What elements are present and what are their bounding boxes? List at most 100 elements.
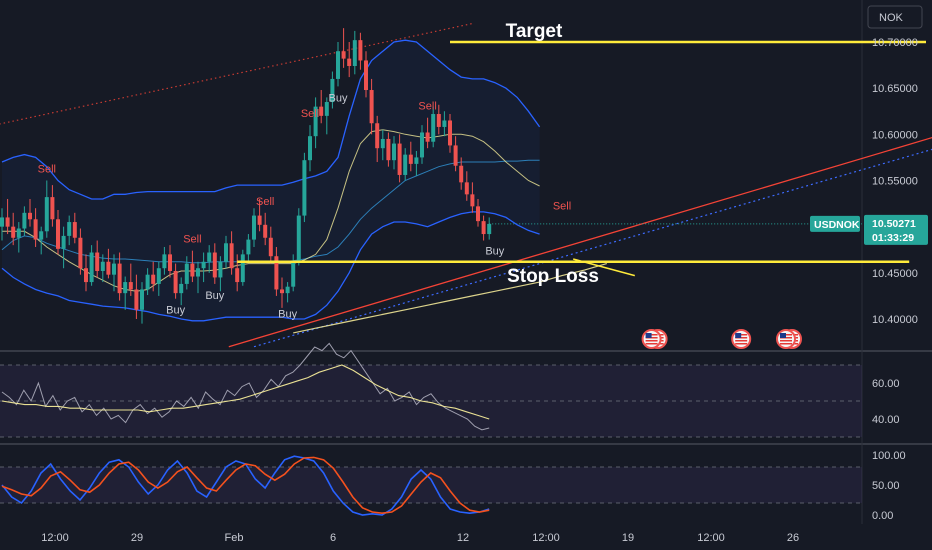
candle[interactable] (145, 274, 150, 290)
candle[interactable] (50, 197, 55, 220)
candle[interactable] (347, 58, 352, 67)
candle[interactable] (184, 263, 189, 284)
candle[interactable] (229, 243, 234, 269)
candle[interactable] (106, 261, 111, 275)
candle[interactable] (414, 157, 419, 164)
candle[interactable] (336, 51, 340, 79)
candle[interactable] (308, 136, 312, 161)
candle[interactable] (464, 182, 469, 195)
candle[interactable] (190, 263, 195, 277)
candle[interactable] (358, 40, 363, 61)
candle[interactable] (470, 194, 475, 207)
time-axis[interactable] (0, 524, 862, 550)
candle[interactable] (481, 221, 486, 235)
candle[interactable] (128, 282, 133, 290)
candle[interactable] (257, 215, 262, 225)
candle[interactable] (324, 102, 329, 116)
candle[interactable] (173, 270, 178, 294)
candle[interactable] (33, 219, 38, 240)
candle[interactable] (380, 138, 385, 149)
candle[interactable] (246, 239, 251, 255)
candle[interactable] (369, 90, 374, 124)
candle[interactable] (89, 252, 94, 283)
candle[interactable] (425, 132, 430, 142)
candle[interactable] (56, 219, 60, 249)
candle[interactable] (375, 123, 380, 149)
candle[interactable] (44, 197, 49, 232)
candle[interactable] (95, 252, 100, 271)
candle[interactable] (431, 114, 436, 142)
candle[interactable] (134, 289, 139, 310)
candle[interactable] (196, 268, 200, 277)
candle[interactable] (263, 224, 268, 238)
candle[interactable] (151, 274, 156, 284)
candle[interactable] (28, 212, 32, 220)
candle[interactable] (386, 138, 391, 161)
candle[interactable] (397, 143, 402, 175)
trendline-blue-dotted[interactable] (253, 97, 932, 348)
candle[interactable] (274, 256, 279, 290)
candle[interactable] (453, 145, 458, 166)
rsi-panel[interactable] (0, 352, 862, 442)
candle[interactable] (67, 222, 72, 236)
price-axis[interactable] (862, 0, 932, 550)
candle[interactable] (296, 215, 301, 262)
candle[interactable] (352, 40, 357, 67)
candle[interactable] (448, 120, 452, 146)
candle[interactable] (252, 215, 256, 240)
candle[interactable] (235, 268, 240, 283)
candle[interactable] (403, 154, 408, 175)
candle[interactable] (268, 237, 273, 257)
candle[interactable] (330, 78, 335, 103)
candle[interactable] (364, 60, 368, 91)
candle[interactable] (212, 252, 217, 278)
candle[interactable] (16, 228, 21, 238)
trendline-red-solid[interactable] (228, 84, 932, 348)
candle[interactable] (39, 231, 44, 240)
candle[interactable] (459, 165, 464, 183)
candle[interactable] (420, 132, 424, 158)
candle[interactable] (72, 222, 77, 238)
candle[interactable] (392, 143, 396, 161)
candle[interactable] (123, 282, 128, 294)
candle[interactable] (140, 289, 144, 310)
candle[interactable] (22, 212, 27, 229)
candle[interactable] (179, 283, 184, 294)
candle[interactable] (162, 254, 167, 269)
candle[interactable] (436, 114, 441, 127)
candle[interactable] (302, 160, 307, 216)
candle[interactable] (207, 252, 212, 262)
candle[interactable] (291, 261, 296, 287)
candle[interactable] (201, 261, 206, 269)
candle[interactable] (218, 261, 223, 278)
us-flag-icon[interactable] (731, 329, 752, 349)
candle[interactable] (168, 254, 172, 271)
candle[interactable] (341, 51, 346, 59)
us-flag-icon[interactable] (776, 329, 796, 349)
candle[interactable] (487, 223, 492, 235)
stochastic-panel[interactable] (0, 446, 862, 524)
candle[interactable] (442, 120, 447, 127)
candle[interactable] (156, 268, 161, 284)
candle[interactable] (280, 289, 284, 294)
candle[interactable] (84, 268, 88, 283)
candle[interactable] (5, 217, 10, 227)
candle[interactable] (78, 237, 83, 269)
candle[interactable] (240, 254, 245, 283)
candle[interactable] (0, 217, 4, 227)
candle[interactable] (112, 263, 116, 275)
candle[interactable] (476, 206, 480, 222)
candle[interactable] (313, 106, 318, 137)
us-flag-icon[interactable] (641, 329, 662, 349)
candle[interactable] (285, 286, 290, 294)
candle[interactable] (224, 243, 228, 262)
trendline-red-dotted[interactable] (0, 22, 473, 131)
candle[interactable] (11, 226, 16, 238)
candle[interactable] (61, 235, 66, 249)
candle[interactable] (408, 154, 413, 164)
candle[interactable] (319, 106, 324, 116)
candle[interactable] (100, 261, 105, 271)
currency-selector[interactable] (867, 5, 923, 29)
candle[interactable] (117, 263, 122, 294)
